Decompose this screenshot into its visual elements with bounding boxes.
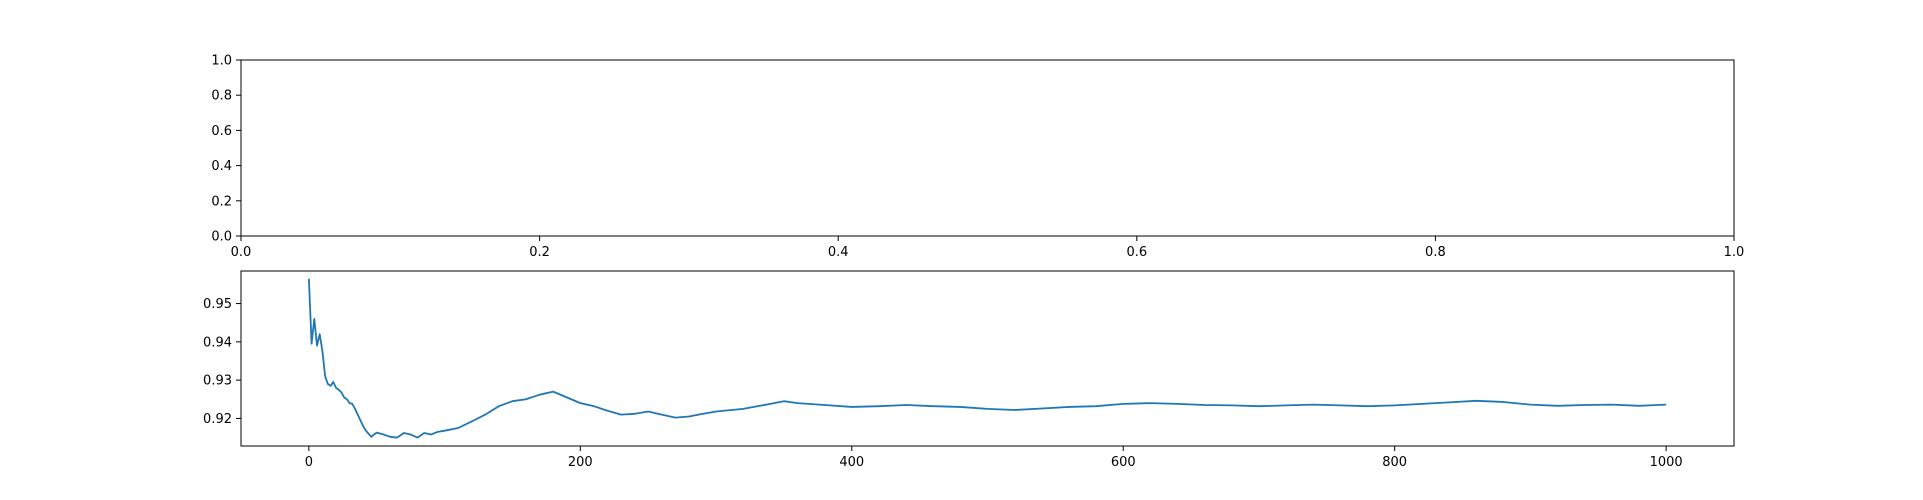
y-tick-label: 0.92 [203, 412, 232, 427]
x-tick-label: 0.2 [529, 245, 550, 260]
x-tick-label: 600 [1111, 455, 1136, 470]
x-tick-label: 0.6 [1126, 245, 1147, 260]
x-tick-label: 0.4 [828, 245, 849, 260]
top-axes: 0.0 0.2 0.4 0.6 0.8 1.0 0.0 0.2 0.4 0.6 0.8 1.0 [211, 54, 1744, 261]
x-tick-label: 400 [839, 455, 864, 470]
x-tick-label: 1000 [1650, 455, 1683, 470]
y-tick-label: 0.0 [211, 230, 232, 245]
y-tick-label: 0.6 [211, 124, 232, 139]
axes-frame [240, 270, 1735, 447]
x-tick-label: 0 [305, 455, 313, 470]
series-line-0 [307, 278, 1667, 439]
x-tick-label: 200 [568, 455, 593, 470]
y-tick-label: 0.93 [203, 374, 232, 389]
x-tick-label: 800 [1382, 455, 1407, 470]
x-tick-label: 0.0 [231, 245, 252, 260]
axes-frame [240, 59, 1735, 237]
x-tick-label: 0.8 [1425, 245, 1446, 260]
y-tick-label: 1.0 [211, 54, 232, 69]
y-tick-label: 0.95 [203, 297, 232, 312]
bottom-axes: 0 200 400 600 800 1000 0.92 0.93 0.94 0.95 [203, 270, 1735, 470]
y-tick-label: 0.8 [211, 89, 232, 104]
y-tick-label: 0.94 [203, 335, 232, 350]
y-tick-label: 0.4 [211, 159, 232, 174]
x-tick-label: 1.0 [1724, 245, 1745, 260]
y-tick-label: 0.2 [211, 194, 232, 209]
